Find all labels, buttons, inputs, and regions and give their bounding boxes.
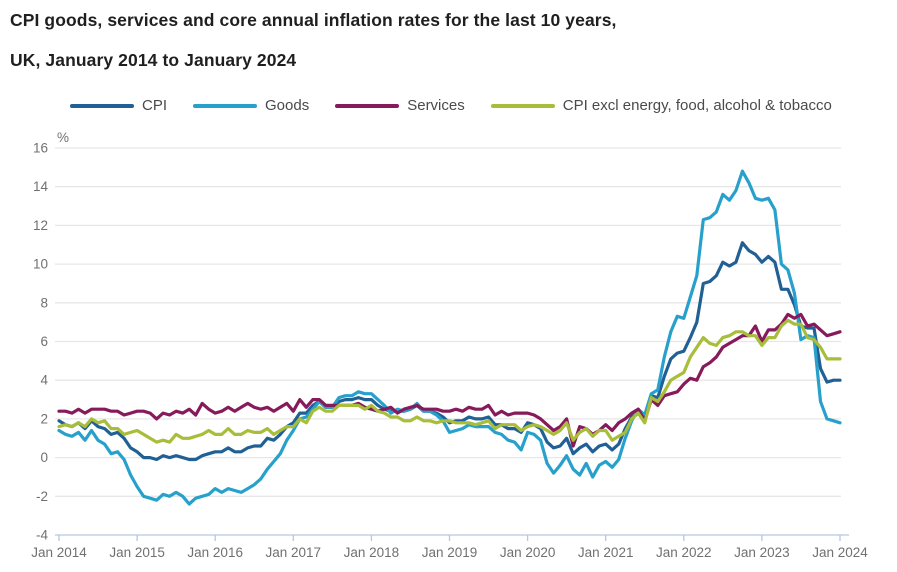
x-axis-label: Jan 2023: [734, 545, 790, 560]
x-axis-label: Jan 2020: [500, 545, 556, 560]
x-axis-label: Jan 2016: [187, 545, 243, 560]
legend-item-cpi-excl[interactable]: CPI excl energy, food, alcohol & tobacco: [490, 97, 832, 114]
y-axis-label: -4: [36, 528, 48, 543]
legend-label-goods: Goods: [265, 97, 310, 114]
x-axis-label: Jan 2022: [656, 545, 712, 560]
y-axis-label: 6: [40, 334, 48, 349]
chart-title-line-1: CPI goods, services and core annual infl…: [10, 10, 617, 30]
series-line-services: [57, 312, 842, 448]
x-axis-label: Jan 2018: [344, 545, 400, 560]
legend-item-cpi[interactable]: CPI: [70, 97, 167, 114]
y-axis-label: 14: [33, 179, 49, 194]
y-axis-label: 2: [40, 411, 48, 426]
x-axis-label: Jan 2021: [578, 545, 634, 560]
line-chart: Jan 2014 Jan 2015 Jan 2016 Jan 2017 Jan 2018…: [31, 130, 868, 560]
x-axis-label: Jan 2024: [812, 545, 868, 560]
legend-label-cpi-excl: CPI excl energy, food, alcohol & tobacco: [562, 97, 832, 114]
series-line-cpi-excl-energy-food-alcohol-tobacco: [57, 318, 842, 444]
y-axis-label: 8: [40, 295, 48, 310]
y-axis-label: 10: [33, 257, 48, 272]
x-axis-label: Jan 2015: [109, 545, 165, 560]
legend-label-services: Services: [407, 97, 465, 114]
chart-title-line-2: UK, January 2014 to January 2024: [10, 50, 297, 70]
goods-line-swatch: [193, 103, 258, 108]
legend-item-goods[interactable]: Goods: [193, 97, 309, 114]
x-axis-label: Jan 2019: [422, 545, 478, 560]
services-line-swatch: [335, 103, 400, 108]
cpi-line-swatch: [70, 103, 134, 108]
y-axis-unit-label: %: [57, 130, 69, 145]
y-axis-label: 4: [40, 373, 48, 388]
y-axis-label: -2: [36, 489, 48, 504]
chart-legend: CPI Goods Services CPI excl energy, food…: [70, 97, 832, 114]
y-axis-label: 16: [33, 141, 48, 156]
x-axis-label: Jan 2014: [31, 545, 87, 560]
x-axis-label: Jan 2017: [266, 545, 322, 560]
y-axis-label: 12: [33, 218, 48, 233]
series-line-goods: [57, 169, 842, 506]
legend-item-services[interactable]: Services: [335, 97, 465, 114]
cpi-excl-line-swatch: [490, 103, 555, 108]
legend-label-cpi: CPI: [142, 97, 168, 114]
series-line-cpi: [57, 241, 842, 462]
y-axis-label: 0: [40, 450, 48, 465]
